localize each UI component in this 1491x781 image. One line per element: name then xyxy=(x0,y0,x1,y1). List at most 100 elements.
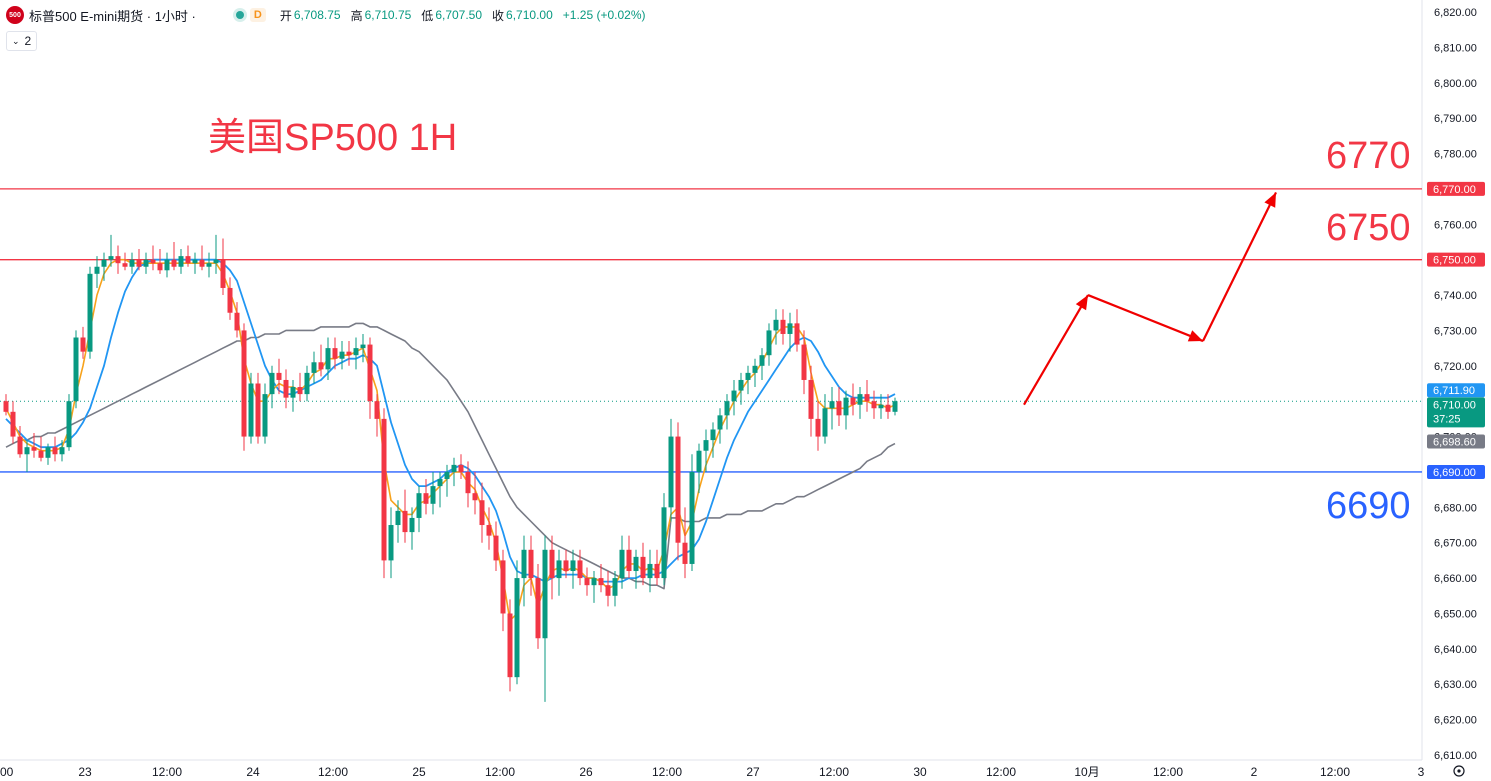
candle-body xyxy=(878,404,884,409)
arrow-head-icon xyxy=(1075,295,1088,311)
candle-body xyxy=(864,394,870,402)
candle-body xyxy=(80,337,86,352)
candle-body xyxy=(787,323,793,334)
candle-body xyxy=(409,517,415,533)
candle-body xyxy=(752,365,758,373)
candle-body xyxy=(24,447,30,455)
candle-body xyxy=(318,362,324,370)
level-price-tag xyxy=(1427,181,1485,196)
candle-body xyxy=(675,436,681,543)
candle-body xyxy=(689,471,695,564)
last-price-tag-text: 6,710.00 xyxy=(1433,399,1476,411)
candle-body xyxy=(871,401,877,409)
x-tick-label: 27 xyxy=(746,765,760,779)
moving-averages xyxy=(5,258,896,622)
candle-body xyxy=(262,394,268,437)
high-value: 6,710.75 xyxy=(364,8,412,22)
candle-body xyxy=(640,556,646,579)
candle-body xyxy=(45,447,51,458)
candle-body xyxy=(780,319,786,334)
candle-body xyxy=(255,383,261,437)
y-tick-label: 6,780.00 xyxy=(1434,149,1477,161)
candle-body xyxy=(31,447,37,451)
candle-body xyxy=(423,493,429,504)
arrow-head-icon xyxy=(1187,330,1203,342)
candle-body xyxy=(59,447,65,455)
candle-body xyxy=(570,560,576,572)
candle-body xyxy=(17,436,23,455)
candle-body xyxy=(556,560,562,579)
candle-body xyxy=(213,259,219,264)
last-price-tag xyxy=(1427,397,1485,428)
ma-mid-line xyxy=(5,258,896,583)
close-label: 收 xyxy=(492,8,505,23)
candle-body xyxy=(437,479,443,487)
annotation-level-6770: 6770 xyxy=(1326,135,1411,177)
candle-body xyxy=(738,379,744,391)
symbol-title[interactable]: 标普500 E-mini期货 · 1小时 · xyxy=(29,8,196,24)
candle-body xyxy=(367,344,373,402)
candle-body xyxy=(465,471,471,494)
projection-segment xyxy=(1087,294,1204,343)
candle-body xyxy=(612,578,618,596)
candle-body xyxy=(563,560,569,572)
x-tick-label: 12:00 xyxy=(318,765,348,779)
candle-body xyxy=(808,379,814,419)
y-tick-label: 6,670.00 xyxy=(1434,538,1477,550)
time-axis[interactable]: 00 23 12:00 24 12:00 25 12:00 26 12:00 27 12:00 30 1… xyxy=(0,765,1465,779)
indicator-toggle[interactable]: ⌄ 2 xyxy=(6,31,38,51)
x-tick-label: 12:00 xyxy=(485,765,515,779)
candle-body xyxy=(374,401,380,419)
candle-body xyxy=(801,344,807,380)
gear-icon xyxy=(1453,765,1465,777)
y-tick-label: 6,720.00 xyxy=(1434,361,1477,373)
candle-body xyxy=(654,563,660,579)
candle-body xyxy=(38,450,44,458)
candle-body xyxy=(101,259,107,267)
candle-body xyxy=(710,429,716,441)
x-tick-label: 23 xyxy=(78,765,92,779)
candle-body xyxy=(794,323,800,345)
symbol-logo[interactable]: 500 xyxy=(6,6,24,24)
data-badge[interactable]: D xyxy=(249,8,266,22)
arrow-head-icon xyxy=(1264,192,1276,208)
x-tick-label: 2 xyxy=(1251,765,1258,779)
candle-body xyxy=(3,401,9,412)
open-label: 开 xyxy=(279,8,292,23)
y-tick-label: 6,640.00 xyxy=(1434,644,1477,656)
candle-body xyxy=(724,401,730,416)
x-tick-label: 10月 xyxy=(1074,765,1099,779)
x-tick-label: 12:00 xyxy=(986,765,1016,779)
x-tick-label: 12:00 xyxy=(1320,765,1350,779)
high-label: 高 xyxy=(350,8,363,23)
open-value: 6,708.75 xyxy=(293,8,341,22)
y-tick-label: 6,740.00 xyxy=(1434,290,1477,302)
y-tick-label: 6,630.00 xyxy=(1434,679,1477,691)
ma-slow-price-tag xyxy=(1427,434,1485,449)
low-label: 低 xyxy=(421,8,434,23)
candle-body xyxy=(402,510,408,533)
level-price-tag-text: 6,690.00 xyxy=(1433,467,1476,479)
candle-body xyxy=(164,259,170,271)
candle-body xyxy=(325,348,331,370)
ma-slow-line xyxy=(5,322,896,590)
candle-body xyxy=(605,585,611,596)
candle-body xyxy=(500,560,506,614)
candle-body xyxy=(892,401,898,412)
last-price-tag-countdown: 37:25 xyxy=(1433,413,1461,425)
candle-body xyxy=(843,397,849,416)
candle-body xyxy=(108,256,114,260)
candle-body xyxy=(857,394,863,405)
y-tick-label: 6,650.00 xyxy=(1434,608,1477,620)
candle-body xyxy=(136,259,142,267)
price-labels: 6,770.00 6,750.00 6,690.00 6,698.60 6,711.90… xyxy=(1427,181,1485,479)
candle-body xyxy=(248,383,254,437)
candle-body xyxy=(619,549,625,579)
candle-body xyxy=(549,549,555,579)
candle-body xyxy=(514,578,520,678)
candle-body xyxy=(647,563,653,579)
candle-body xyxy=(346,351,352,356)
y-tick-label: 6,790.00 xyxy=(1434,113,1477,125)
candle-body xyxy=(521,549,527,579)
